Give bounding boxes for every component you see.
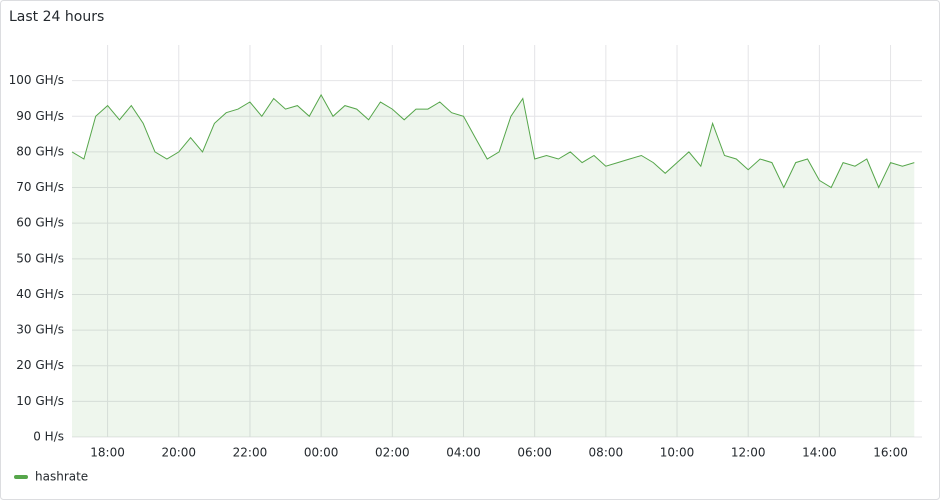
x-tick-label: 22:00 — [233, 446, 268, 460]
y-tick-label: 80 GH/s — [16, 144, 64, 158]
y-tick-label: 0 H/s — [33, 430, 64, 444]
x-tick-label: 10:00 — [660, 446, 695, 460]
y-tick-label: 70 GH/s — [16, 180, 64, 194]
x-tick-label: 02:00 — [375, 446, 410, 460]
y-tick-label: 10 GH/s — [16, 394, 64, 408]
panel-title: Last 24 hours — [9, 9, 104, 25]
y-tick-label: 30 GH/s — [16, 323, 64, 337]
x-tick-label: 08:00 — [589, 446, 624, 460]
x-tick-label: 20:00 — [161, 446, 196, 460]
x-tick-label: 00:00 — [304, 446, 339, 460]
y-tick-label: 50 GH/s — [16, 251, 64, 265]
x-tick-label: 14:00 — [802, 446, 837, 460]
y-tick-label: 40 GH/s — [16, 287, 64, 301]
y-tick-label: 60 GH/s — [16, 216, 64, 230]
y-tick-label: 90 GH/s — [16, 109, 64, 123]
x-tick-label: 16:00 — [873, 446, 908, 460]
area — [72, 94, 915, 438]
x-tick-label: 06:00 — [517, 446, 552, 460]
x-tick-label: 18:00 — [90, 446, 125, 460]
legend-label: hashrate — [35, 470, 88, 484]
y-tick-label: 20 GH/s — [16, 358, 64, 372]
line — [71, 93, 915, 189]
legend-swatch — [14, 475, 28, 479]
x-tick-label: 12:00 — [731, 446, 766, 460]
x-tick-label: 04:00 — [446, 446, 481, 460]
y-tick-label: 100 GH/s — [9, 73, 64, 87]
